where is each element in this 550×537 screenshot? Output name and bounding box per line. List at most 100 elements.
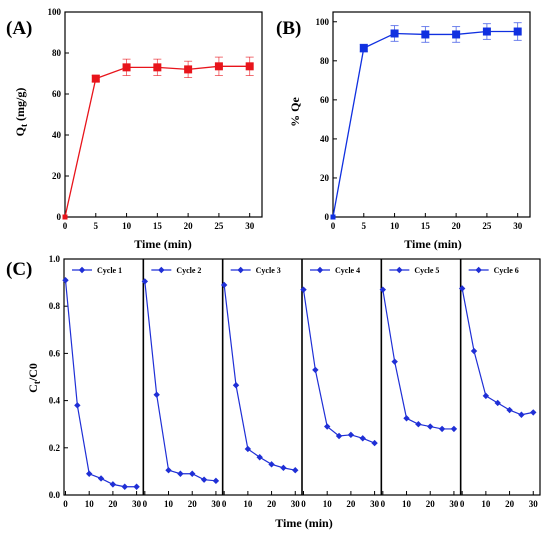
panel-b-x-tick-label: 30 [513, 221, 523, 231]
panel-a-plot: 0 5 10 15 20 25 30 0 20 40 60 80 100 [48, 7, 263, 231]
panel-c-data-point [323, 423, 331, 430]
panel-c-legend-label: Cycle 5 [414, 266, 439, 275]
panel-c-x-tick-label: 10 [164, 499, 174, 509]
panel-c-x-axis-title: Time (min) [275, 516, 332, 530]
panel-c-x-tick-label: 10 [323, 499, 333, 509]
panel-c-data-point [165, 467, 172, 474]
panel-a-data-point [245, 62, 254, 71]
panel-c-x-tick-label: 10 [481, 499, 491, 509]
panel-c-data-point [458, 285, 466, 292]
panel-b-x-tick-label: 15 [421, 221, 431, 231]
panel-b-data-point [482, 27, 491, 36]
panel-c-data-point [506, 406, 513, 414]
panel-c-data-point [177, 470, 184, 477]
panel-c-data-point [74, 402, 81, 409]
panel-a-y-tick-label: 60 [52, 89, 62, 99]
panel-c-data-point [189, 470, 196, 477]
panel-c-legend-marker [158, 266, 165, 274]
panel-c-data-point [359, 435, 366, 442]
panel-c-legend-label: Cycle 3 [256, 266, 281, 275]
panel-a-ylabel-rest: (mg/g) [13, 88, 27, 124]
panel-c-legend-label: Cycle 4 [335, 266, 360, 275]
panel-a-data-point [153, 63, 162, 72]
panel-c-data-point [427, 423, 434, 430]
panel-c-y-tick-label: 1.0 [49, 254, 61, 264]
panel-c-legend-marker [475, 266, 482, 274]
panel-a-x-axis-title: Time (min) [134, 237, 191, 251]
panel-c-series-line [382, 289, 454, 430]
panel-c-data-point [530, 409, 537, 416]
panel-c-data-point [415, 421, 422, 428]
panel-c-data-point [212, 477, 220, 485]
panel-c-data-point [450, 425, 458, 433]
panel-c-data-point [62, 277, 69, 284]
panel-b-x-axis-title: Time (min) [404, 237, 461, 251]
panel-c-data-point [371, 439, 378, 447]
panel-c-data-point [335, 432, 343, 440]
panel-a-series-line [64, 65, 250, 218]
panel-b-data-point [452, 30, 461, 39]
panel-c-data-point [482, 392, 490, 400]
panel-a-y-tick-label: 0 [57, 212, 62, 222]
panel-c-series-line [144, 281, 216, 482]
panel-a-x-tick-label: 0 [63, 221, 68, 231]
panel-b-x-tick-label: 10 [390, 221, 400, 231]
panel-a-ylabel-sub: t [19, 124, 29, 127]
panel-a-y-axis-title: Qt (mg/g) [13, 88, 29, 137]
panel-b-y-tick-label: 0 [325, 212, 330, 222]
panel-a-x-tick-label: 25 [214, 221, 224, 231]
panel-c-x-tick-label: 20 [188, 499, 198, 509]
panel-a-x-tick-label: 15 [153, 221, 163, 231]
panel-a-data-point [62, 214, 68, 220]
panel-c-series-line [302, 289, 375, 444]
panel-c-y-axis-title: Ct/C0 [26, 363, 42, 393]
chart-panel-c: (C) 0.0 0.2 0.4 0.6 0.8 1.0 0 10 20 30 Cycle 1 0 10 2… [6, 254, 541, 530]
panel-c-x-tick-label: 0 [63, 499, 68, 509]
panel-c-x-tick-label: 30 [370, 499, 380, 509]
panel-c-legend-marker [237, 266, 244, 274]
panel-a-x-tick-label: 20 [184, 221, 194, 231]
panel-a-y-tick-label: 100 [48, 7, 62, 17]
panel-c-y-tick-label: 0.4 [49, 396, 61, 406]
panel-c-x-tick-label: 0 [222, 499, 227, 509]
panel-b-data-point [421, 30, 430, 39]
panel-c-data-point [85, 470, 93, 477]
panel-b-x-tick-label: 0 [331, 221, 336, 231]
panel-c-x-tick-label: 30 [449, 499, 459, 509]
panel-a-ylabel-main: Q [13, 127, 27, 136]
panel-c-data-point [312, 366, 319, 374]
panel-c-series-line [64, 280, 137, 488]
panel-b-data-point [513, 27, 522, 36]
panel-c-data-point [220, 281, 228, 289]
panel-c-x-tick-label: 0 [381, 499, 386, 509]
panel-c-legend-label: Cycle 2 [176, 266, 201, 275]
panel-c-y-tick-label: 0.0 [49, 490, 61, 500]
panel-c-data-point [347, 431, 355, 439]
panel-c-data-point [109, 481, 117, 488]
panel-c-data-point [438, 425, 446, 433]
panel-b-data-point [330, 214, 336, 220]
panel-c-x-tick-label: 20 [267, 499, 277, 509]
panel-c-data-point [232, 382, 240, 389]
panel-b-y-axis-title: % Qe [288, 97, 302, 127]
panel-c-data-point [403, 415, 410, 422]
panel-b-series-line [332, 30, 518, 218]
panel-c-data-point [153, 391, 160, 398]
panel-c-data-point [379, 286, 387, 293]
panel-b-plot: 0 5 10 15 20 25 30 0 20 40 60 80 100 [316, 11, 531, 231]
panel-c-x-tick-label: 30 [529, 499, 539, 509]
panel-b-y-tick-label: 60 [320, 95, 330, 105]
panel-c-x-tick-label: 0 [301, 499, 306, 509]
panel-c-data-point [494, 399, 501, 407]
panel-c-data-point [244, 445, 252, 453]
panel-c-x-tick-label: 10 [402, 499, 412, 509]
panel-c-x-tick-label: 20 [108, 499, 118, 509]
panel-c-data-point [268, 461, 275, 468]
panel-c-data-point [300, 286, 307, 293]
panel-c-x-tick-label: 30 [291, 499, 301, 509]
panel-a-y-tick-label: 80 [52, 48, 62, 58]
panel-a-data-point [214, 62, 223, 71]
panel-c-ylabel-main: C [26, 384, 40, 393]
panel-b-x-tick-label: 20 [452, 221, 462, 231]
